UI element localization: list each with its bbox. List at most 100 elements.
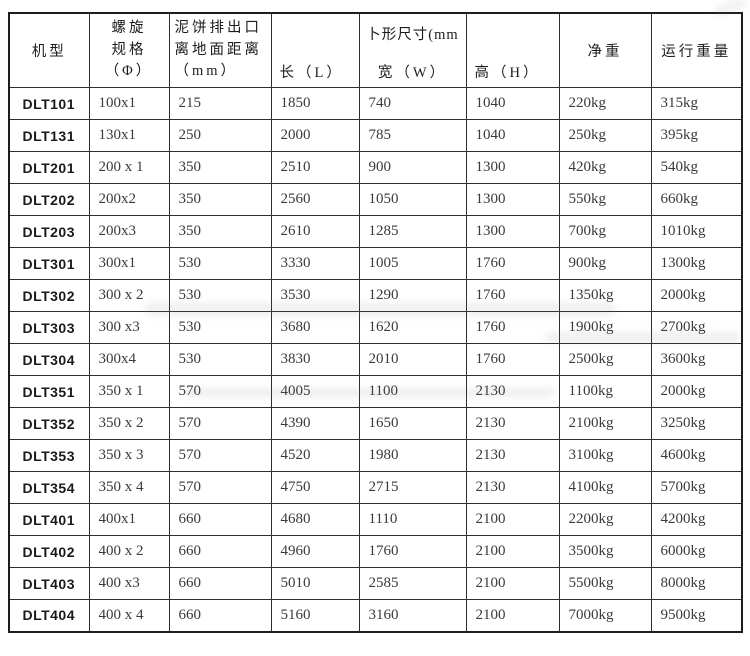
model-cell: DLT101 (8, 87, 90, 120)
table-row: DLT401 400x1 660 4680 1110 2100 2200kg 4200kg (8, 503, 743, 536)
model-cell: DLT403 (8, 567, 90, 600)
header-spiral-line3: （Φ） (104, 63, 154, 80)
model-cell: DLT303 (8, 311, 90, 344)
length-cell: 5160 (270, 599, 360, 632)
net-weight-cell: 3500kg (558, 535, 652, 568)
header-outlet-line2: 离地面距离 (174, 41, 262, 58)
header-net-weight: 净重 (558, 12, 652, 88)
running-weight-cell: 9500kg (650, 599, 743, 632)
running-weight-cell: 3600kg (650, 343, 743, 376)
width-cell: 2010 (358, 343, 467, 376)
outlet-ground-distance-cell: 530 (168, 311, 272, 344)
length-cell: 4520 (270, 439, 360, 472)
width-cell: 1110 (358, 503, 467, 536)
header-height: 高（H） (465, 12, 560, 88)
table-row: DLT402 400 x 2 660 4960 1760 2100 3500kg 6000kg (8, 535, 743, 568)
net-weight-cell: 700kg (558, 215, 652, 248)
length-cell: 2610 (270, 215, 360, 248)
height-cell: 2130 (465, 439, 560, 472)
table-row: DLT131 130x1 250 2000 785 1040 250kg 395kg (8, 119, 743, 152)
height-cell: 1040 (465, 87, 560, 120)
net-weight-cell: 900kg (558, 247, 652, 280)
spiral-spec-cell: 100x1 (88, 87, 170, 120)
length-cell: 3330 (270, 247, 360, 280)
table-row: DLT353 350 x 3 570 4520 1980 2130 3100kg 4600kg (8, 439, 743, 472)
spiral-spec-cell: 350 x 2 (88, 407, 170, 440)
header-spiral-line2: 规格 (111, 41, 147, 58)
net-weight-cell: 7000kg (558, 599, 652, 632)
header-outlet-line3: （mm） (174, 63, 239, 80)
model-cell: DLT301 (8, 247, 90, 280)
spiral-spec-cell: 130x1 (88, 119, 170, 152)
table-row: DLT302 300 x 2 530 3530 1290 1760 1350kg 2000kg (8, 279, 743, 312)
running-weight-cell: 1300kg (650, 247, 743, 280)
outlet-ground-distance-cell: 215 (168, 87, 272, 120)
spiral-spec-cell: 300 x 2 (88, 279, 170, 312)
model-cell: DLT402 (8, 535, 90, 568)
width-cell: 1005 (358, 247, 467, 280)
height-cell: 2130 (465, 375, 560, 408)
header-length: 长（L） (270, 12, 360, 88)
model-cell: DLT354 (8, 471, 90, 504)
header-spiral-line1: 螺旋 (111, 19, 147, 36)
spiral-spec-cell: 350 x 4 (88, 471, 170, 504)
width-cell: 1285 (358, 215, 467, 248)
running-weight-cell: 2700kg (650, 311, 743, 344)
net-weight-cell: 5500kg (558, 567, 652, 600)
length-cell: 4390 (270, 407, 360, 440)
width-cell: 1980 (358, 439, 467, 472)
width-cell: 1650 (358, 407, 467, 440)
spiral-spec-cell: 200x2 (88, 183, 170, 216)
outlet-ground-distance-cell: 660 (168, 567, 272, 600)
width-cell: 1050 (358, 183, 467, 216)
width-cell: 2585 (358, 567, 467, 600)
table-row: DLT303 300 x3 530 3680 1620 1760 1900kg 2700kg (8, 311, 743, 344)
spiral-spec-cell: 300x1 (88, 247, 170, 280)
height-cell: 1040 (465, 119, 560, 152)
outlet-ground-distance-cell: 660 (168, 599, 272, 632)
width-cell: 1100 (358, 375, 467, 408)
table-row: DLT301 300x1 530 3330 1005 1760 900kg 1300kg (8, 247, 743, 280)
outlet-ground-distance-cell: 660 (168, 503, 272, 536)
spiral-spec-cell: 400 x 4 (88, 599, 170, 632)
spiral-spec-cell: 400 x3 (88, 567, 170, 600)
length-cell: 2000 (270, 119, 360, 152)
outlet-ground-distance-cell: 570 (168, 439, 272, 472)
running-weight-cell: 315kg (650, 87, 743, 120)
running-weight-cell: 5700kg (650, 471, 743, 504)
model-cell: DLT304 (8, 343, 90, 376)
length-cell: 4750 (270, 471, 360, 504)
outlet-ground-distance-cell: 530 (168, 343, 272, 376)
length-cell: 2560 (270, 183, 360, 216)
net-weight-cell: 4100kg (558, 471, 652, 504)
net-weight-cell: 1900kg (558, 311, 652, 344)
model-cell: DLT352 (8, 407, 90, 440)
header-overall-dims: 卜形尺寸(mm 宽（W） (358, 12, 467, 88)
net-weight-cell: 420kg (558, 151, 652, 184)
height-cell: 1760 (465, 279, 560, 312)
running-weight-cell: 2000kg (650, 375, 743, 408)
table-row: DLT352 350 x 2 570 4390 1650 2130 2100kg 3250kg (8, 407, 743, 440)
spec-table-body: DLT101 100x1 215 1850 740 1040 220kg 315kg DLT13… (8, 87, 743, 632)
height-cell: 1760 (465, 343, 560, 376)
table-row: DLT101 100x1 215 1850 740 1040 220kg 315kg (8, 87, 743, 120)
spiral-spec-cell: 300 x3 (88, 311, 170, 344)
table-row: DLT403 400 x3 660 5010 2585 2100 5500kg 8000kg (8, 567, 743, 600)
model-cell: DLT202 (8, 183, 90, 216)
width-cell: 1760 (358, 535, 467, 568)
running-weight-cell: 1010kg (650, 215, 743, 248)
header-running-weight: 运行重量 (650, 12, 743, 88)
spiral-spec-cell: 400x1 (88, 503, 170, 536)
header-outlet-line1: 泥饼排出口 (174, 19, 262, 36)
net-weight-cell: 2500kg (558, 343, 652, 376)
length-cell: 3530 (270, 279, 360, 312)
width-cell: 740 (358, 87, 467, 120)
height-cell: 2100 (465, 567, 560, 600)
net-weight-cell: 2100kg (558, 407, 652, 440)
outlet-ground-distance-cell: 530 (168, 247, 272, 280)
model-cell: DLT351 (8, 375, 90, 408)
table-row: DLT202 200x2 350 2560 1050 1300 550kg 660kg (8, 183, 743, 216)
spiral-spec-cell: 400 x 2 (88, 535, 170, 568)
length-cell: 1850 (270, 87, 360, 120)
